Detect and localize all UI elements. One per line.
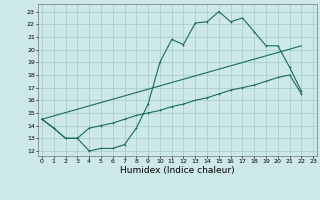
X-axis label: Humidex (Indice chaleur): Humidex (Indice chaleur) (120, 166, 235, 175)
